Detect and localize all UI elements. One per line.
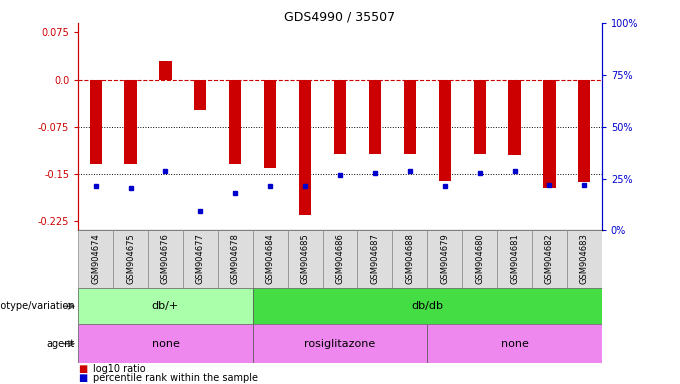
Bar xyxy=(253,230,288,288)
Bar xyxy=(78,288,253,324)
Bar xyxy=(473,79,486,154)
Text: ■: ■ xyxy=(78,364,88,374)
Text: GSM904685: GSM904685 xyxy=(301,233,309,284)
Text: GSM904679: GSM904679 xyxy=(440,233,449,284)
Bar xyxy=(427,324,602,363)
Text: GSM904676: GSM904676 xyxy=(161,233,170,284)
Bar xyxy=(358,230,392,288)
Text: GSM904687: GSM904687 xyxy=(371,233,379,284)
Bar xyxy=(288,230,322,288)
Bar xyxy=(90,79,102,164)
Bar xyxy=(113,230,148,288)
Text: GSM904681: GSM904681 xyxy=(510,233,519,284)
Text: agent: agent xyxy=(46,339,75,349)
Text: GSM904684: GSM904684 xyxy=(266,233,275,284)
Text: GSM904683: GSM904683 xyxy=(580,233,589,284)
Bar xyxy=(194,79,207,110)
Bar xyxy=(299,79,311,215)
Text: GSM904688: GSM904688 xyxy=(405,233,414,284)
Text: GSM904686: GSM904686 xyxy=(335,233,345,284)
Bar xyxy=(392,230,427,288)
Text: GSM904682: GSM904682 xyxy=(545,233,554,284)
Text: GSM904677: GSM904677 xyxy=(196,233,205,284)
Bar xyxy=(264,79,276,167)
Text: none: none xyxy=(152,339,180,349)
Title: GDS4990 / 35507: GDS4990 / 35507 xyxy=(284,10,396,23)
Bar xyxy=(253,288,602,324)
Bar xyxy=(439,79,451,181)
Bar xyxy=(509,79,521,155)
Text: none: none xyxy=(500,339,528,349)
Bar xyxy=(567,230,602,288)
Bar xyxy=(159,61,171,79)
Bar xyxy=(543,79,556,188)
Bar xyxy=(369,79,381,154)
Text: log10 ratio: log10 ratio xyxy=(93,364,146,374)
Text: rosiglitazone: rosiglitazone xyxy=(305,339,375,349)
Bar xyxy=(427,230,462,288)
Bar xyxy=(497,230,532,288)
Bar xyxy=(78,230,113,288)
Text: GSM904675: GSM904675 xyxy=(126,233,135,284)
Text: ■: ■ xyxy=(78,373,88,383)
Text: GSM904678: GSM904678 xyxy=(231,233,240,284)
Bar xyxy=(229,79,241,164)
Text: db/+: db/+ xyxy=(152,301,179,311)
Bar xyxy=(183,230,218,288)
Bar xyxy=(78,324,253,363)
Bar xyxy=(322,230,358,288)
Bar xyxy=(334,79,346,154)
Bar xyxy=(578,79,590,182)
Bar xyxy=(532,230,567,288)
Text: db/db: db/db xyxy=(411,301,443,311)
Text: percentile rank within the sample: percentile rank within the sample xyxy=(93,373,258,383)
Text: GSM904674: GSM904674 xyxy=(91,233,100,284)
Text: GSM904680: GSM904680 xyxy=(475,233,484,284)
Bar xyxy=(218,230,253,288)
Text: genotype/variation: genotype/variation xyxy=(0,301,75,311)
Bar xyxy=(462,230,497,288)
Bar xyxy=(253,324,427,363)
Bar xyxy=(124,79,137,164)
Bar xyxy=(404,79,416,154)
Bar xyxy=(148,230,183,288)
